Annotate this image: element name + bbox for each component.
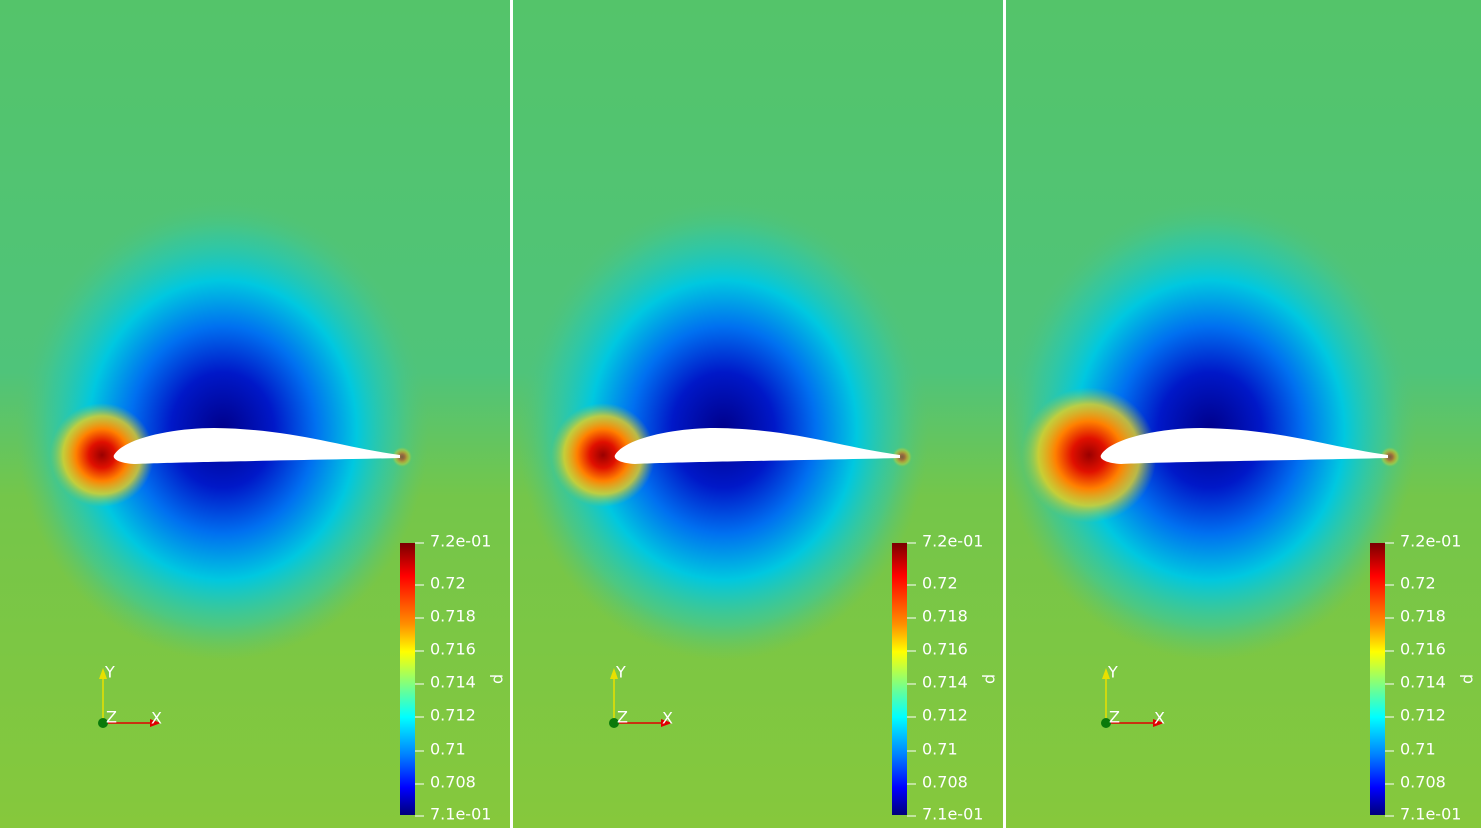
- axis-y-label: Y: [615, 663, 626, 682]
- axis-z: [98, 718, 108, 728]
- axis-x-label: X: [662, 709, 673, 728]
- colorbar-title: p: [490, 674, 509, 684]
- colorbar-label: 7.1e-01: [922, 805, 983, 824]
- field-stagnation: [50, 403, 154, 507]
- colorbar-label: 7.2e-01: [1400, 532, 1461, 551]
- render-panel: 7.2e-01 0.72 0.718 0.716 0.714 0.712 0.71 0.708…: [1006, 0, 1481, 828]
- axis-z: [609, 718, 619, 728]
- axis-y-label: Y: [104, 663, 115, 682]
- axis-y-head: [99, 668, 107, 679]
- field-trailing: [392, 447, 412, 467]
- colorbar-label: 0.708: [922, 773, 968, 792]
- render-panel: 7.2e-01 0.72 0.718 0.716 0.714 0.712 0.71 0.708…: [513, 0, 1003, 828]
- divider: [510, 0, 513, 828]
- colorbar-label: 0.712: [430, 706, 476, 725]
- colorbar: [892, 543, 907, 815]
- colorbar-label: 0.712: [922, 706, 968, 725]
- colorbar: [1370, 543, 1385, 815]
- colorbar-label: 7.2e-01: [430, 532, 491, 551]
- colorbar-label: 0.708: [430, 773, 476, 792]
- colorbar-label: 0.714: [1400, 673, 1446, 692]
- colorbar-label: 0.718: [1400, 607, 1446, 626]
- axis-x-head: [150, 719, 161, 727]
- colorbar-label: 0.712: [1400, 706, 1446, 725]
- field-trailing: [1380, 447, 1400, 467]
- colorbar-label: 0.716: [430, 640, 476, 659]
- colorbar-label: 0.716: [1400, 640, 1446, 659]
- colorbar-label: 0.714: [430, 673, 476, 692]
- axis-x-label: X: [151, 709, 162, 728]
- colorbar-label: 0.718: [430, 607, 476, 626]
- colorbar-label: 0.72: [430, 574, 466, 593]
- colorbar-label: 7.1e-01: [430, 805, 491, 824]
- colorbar-label: 0.716: [922, 640, 968, 659]
- colorbar-label: 7.2e-01: [922, 532, 983, 551]
- colorbar: [400, 543, 415, 815]
- colorbar-label: 0.71: [1400, 740, 1436, 759]
- axis-z-label: Z: [106, 708, 117, 727]
- colorbar-label: 7.1e-01: [1400, 805, 1461, 824]
- colorbar-label: 0.718: [922, 607, 968, 626]
- axis-x-head: [1153, 719, 1164, 727]
- field-stagnation: [551, 403, 655, 507]
- colorbar-label: 0.71: [430, 740, 466, 759]
- colorbar-label: 0.72: [1400, 574, 1436, 593]
- airfoil: [113, 428, 400, 464]
- axis-z: [1101, 718, 1111, 728]
- divider: [1003, 0, 1006, 828]
- colorbar-label: 0.72: [922, 574, 958, 593]
- render-panel: 7.2e-01 0.72 0.718 0.716 0.714 0.712 0.71 0.708…: [0, 0, 510, 828]
- colorbar-label: 0.714: [922, 673, 968, 692]
- colorbar-label: 0.708: [1400, 773, 1446, 792]
- axis-z-label: Z: [617, 708, 628, 727]
- axis-y-head: [610, 668, 618, 679]
- axis-x-head: [661, 719, 672, 727]
- axis-x-label: X: [1154, 709, 1165, 728]
- axis-z-label: Z: [1109, 708, 1120, 727]
- field-stagnation: [1021, 387, 1157, 523]
- airfoil: [1100, 428, 1388, 464]
- colorbar-title: p: [982, 674, 1001, 684]
- axis-y-head: [1102, 668, 1110, 679]
- colorbar-label: 0.71: [922, 740, 958, 759]
- field-trailing: [892, 447, 912, 467]
- colorbar-title: p: [1460, 674, 1479, 684]
- axis-y-label: Y: [1107, 663, 1118, 682]
- airfoil: [614, 428, 900, 464]
